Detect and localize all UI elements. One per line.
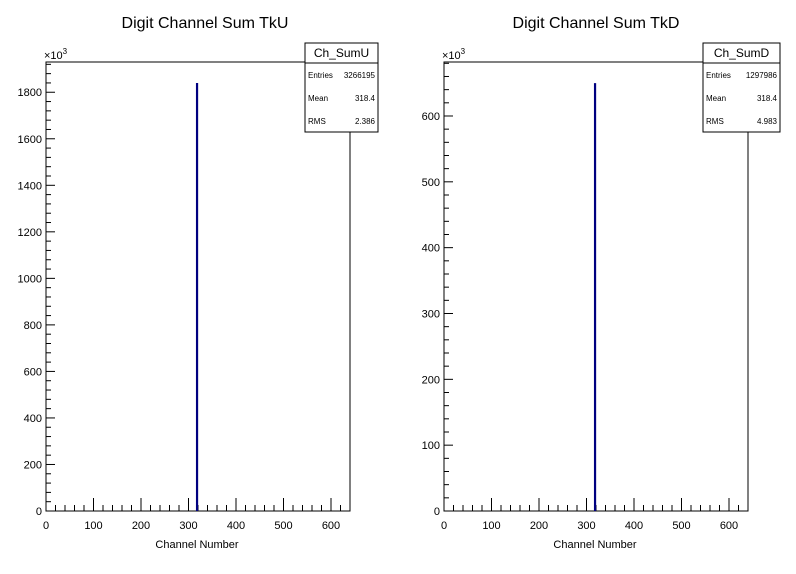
right-stats-entries-value: 1297986 xyxy=(746,71,778,80)
left-y-tick-label: 1200 xyxy=(18,227,42,239)
right-x-tick-label: 300 xyxy=(577,520,595,532)
left-stats-box: Ch_SumU Entries 3266195 Mean 318.4 RMS 2… xyxy=(304,42,379,133)
right-y-tick-label: 500 xyxy=(422,177,440,189)
left-stats-entries-value: 3266195 xyxy=(344,71,376,80)
left-x-tick-label: 600 xyxy=(322,520,340,532)
left-stats-rms-label: RMS xyxy=(308,117,326,126)
right-stats-entries-label: Entries xyxy=(706,71,731,80)
left-x-tick-label: 500 xyxy=(274,520,292,532)
left-y-tick-label: 800 xyxy=(24,320,42,332)
right-y-multiplier: ×103 xyxy=(442,47,466,62)
left-stats-mean-label: Mean xyxy=(308,94,328,103)
left-x-axis-label: Channel Number xyxy=(155,539,238,551)
left-y-tick-label: 1800 xyxy=(18,87,42,99)
left-stats-entries-label: Entries xyxy=(308,71,333,80)
right-y-tick-label: 300 xyxy=(422,308,440,320)
left-x-tick-label: 200 xyxy=(132,520,150,532)
right-x-tick-label: 100 xyxy=(482,520,500,532)
right-title: Digit Channel Sum TkD xyxy=(513,15,680,32)
right-x-tick-label: 400 xyxy=(625,520,643,532)
right-stats-mean-value: 318.4 xyxy=(757,94,778,103)
right-stats-mean-label: Mean xyxy=(706,94,726,103)
left-stats-name: Ch_SumU xyxy=(314,46,369,60)
left-x-tick-label: 100 xyxy=(84,520,102,532)
right-x-tick-label: 500 xyxy=(672,520,690,532)
left-y-tick-label: 600 xyxy=(24,366,42,378)
left-x-tick-label: 0 xyxy=(43,520,49,532)
left-stats-frame xyxy=(304,42,379,133)
left-title: Digit Channel Sum TkU xyxy=(122,15,289,32)
right-stats-frame xyxy=(702,42,781,133)
right-stats-rms-label: RMS xyxy=(706,117,724,126)
right-panel: Digit Channel Sum TkD ×103 0 100 200 300 400… xyxy=(422,15,781,551)
left-y-tick-label: 400 xyxy=(24,413,42,425)
left-stats-mean-value: 318.4 xyxy=(355,94,376,103)
right-y-tick-label: 0 xyxy=(434,506,440,518)
right-stats-box: Ch_SumD Entries 1297986 Mean 318.4 RMS 4… xyxy=(702,42,781,133)
right-stats-name: Ch_SumD xyxy=(714,46,770,60)
right-y-tick-label: 200 xyxy=(422,374,440,386)
left-stats-rms-value: 2.386 xyxy=(355,117,376,126)
left-y-tick-label: 0 xyxy=(36,506,42,518)
left-y-tick-label: 1600 xyxy=(18,134,42,146)
right-x-axis-label: Channel Number xyxy=(553,539,636,551)
left-x-tick-label: 400 xyxy=(227,520,245,532)
left-y-tick-label: 200 xyxy=(24,459,42,471)
right-x-tick-label: 600 xyxy=(720,520,738,532)
right-y-tick-label: 100 xyxy=(422,440,440,452)
left-panel: Digit Channel Sum TkU ×103 0 200 400 600 800… xyxy=(18,15,379,551)
left-y-tick-label: 1000 xyxy=(18,273,42,285)
right-y-tick-label: 400 xyxy=(422,243,440,255)
right-stats-rms-value: 4.983 xyxy=(757,117,778,126)
right-y-tick-label: 600 xyxy=(422,111,440,123)
left-y-tick-label: 1400 xyxy=(18,180,42,192)
right-x-tick-label: 0 xyxy=(441,520,447,532)
left-y-multiplier: ×103 xyxy=(44,47,68,62)
left-axes: 0 200 400 600 800 1000 1200 1400 1600 1800 0 100 200… xyxy=(18,63,351,532)
left-x-tick-label: 300 xyxy=(179,520,197,532)
right-x-tick-label: 200 xyxy=(530,520,548,532)
right-axes: 0 100 200 300 400 500 600 0 100 200 300 400 500 600 xyxy=(422,62,749,532)
